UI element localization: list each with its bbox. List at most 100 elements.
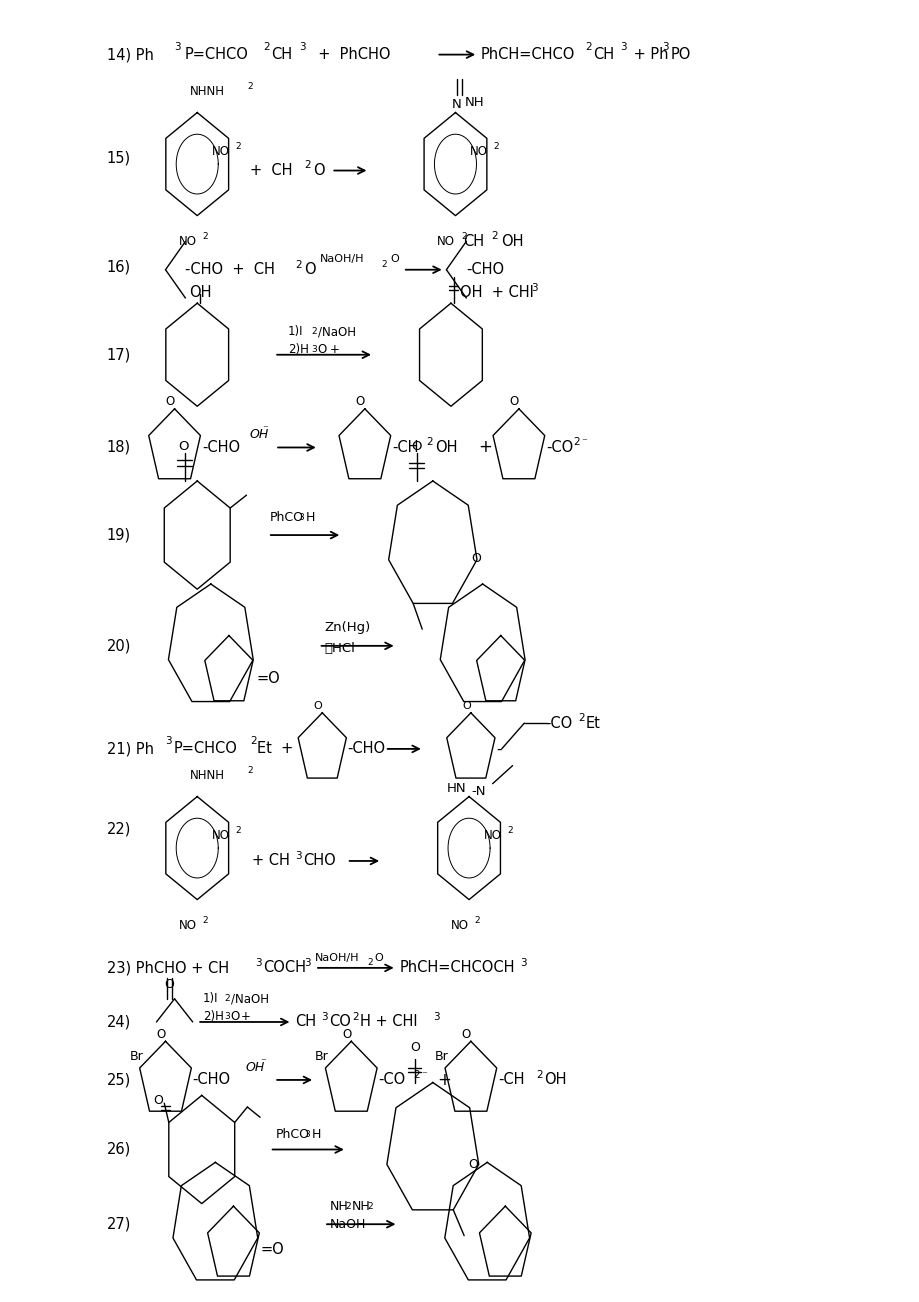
Text: /NaOH: /NaOH xyxy=(231,992,268,1005)
Text: O: O xyxy=(178,440,188,453)
Text: 2: 2 xyxy=(263,42,269,52)
Text: PO: PO xyxy=(670,47,691,62)
Text: PhCO: PhCO xyxy=(276,1128,310,1141)
Text: H: H xyxy=(311,1128,321,1141)
Text: -CHO: -CHO xyxy=(201,440,240,454)
Text: 3: 3 xyxy=(519,958,526,967)
Text: 3: 3 xyxy=(299,513,304,522)
Text: -CHO: -CHO xyxy=(466,262,504,277)
Text: O: O xyxy=(390,254,399,264)
Text: NO: NO xyxy=(450,919,469,932)
Text: O: O xyxy=(317,344,326,355)
Text: OH  + CHI: OH + CHI xyxy=(460,285,533,301)
Text: 2: 2 xyxy=(202,915,208,924)
Text: 2)H: 2)H xyxy=(202,1010,223,1023)
Text: NO: NO xyxy=(437,234,455,247)
Text: 2: 2 xyxy=(346,1202,351,1211)
Text: NO: NO xyxy=(179,919,197,932)
Text: O: O xyxy=(312,163,324,178)
Text: 3: 3 xyxy=(255,958,262,967)
Text: 2)H: 2)H xyxy=(288,344,309,355)
Text: 2: 2 xyxy=(247,767,253,775)
Text: 18): 18) xyxy=(107,440,130,454)
Text: 14) Ph: 14) Ph xyxy=(107,47,153,62)
Text: NO: NO xyxy=(211,145,230,158)
Text: ⁻: ⁻ xyxy=(260,1057,267,1066)
Text: +  PhCHO: + PhCHO xyxy=(309,47,390,62)
Text: Zn(Hg): Zn(Hg) xyxy=(323,621,370,634)
Text: 19): 19) xyxy=(107,527,130,543)
Text: ⁻: ⁻ xyxy=(581,437,586,448)
Text: O: O xyxy=(165,395,175,408)
Text: NH: NH xyxy=(329,1199,348,1212)
Text: Br: Br xyxy=(434,1051,448,1064)
Text: 2: 2 xyxy=(573,437,579,448)
Text: 3: 3 xyxy=(175,42,181,52)
Text: O: O xyxy=(231,1010,240,1023)
Text: ⁻: ⁻ xyxy=(421,1070,426,1079)
Text: 3: 3 xyxy=(432,1012,439,1022)
Text: N: N xyxy=(451,99,461,112)
Text: +: + xyxy=(241,1010,250,1023)
Text: -CO: -CO xyxy=(378,1073,405,1087)
Text: 17): 17) xyxy=(107,348,130,362)
Text: =O: =O xyxy=(260,1242,284,1258)
Text: 23) PhCHO + CH: 23) PhCHO + CH xyxy=(107,961,229,975)
Text: 20): 20) xyxy=(107,638,130,654)
Text: 2: 2 xyxy=(235,142,241,151)
Text: OH: OH xyxy=(544,1073,566,1087)
Text: 3: 3 xyxy=(662,42,668,52)
Text: O: O xyxy=(411,440,421,453)
Text: O: O xyxy=(461,702,471,711)
Text: O: O xyxy=(156,1029,165,1042)
Text: NaOH/H: NaOH/H xyxy=(319,254,364,264)
Text: -CH: -CH xyxy=(391,440,418,454)
Text: PhCH=CHCOCH: PhCH=CHCOCH xyxy=(399,961,515,975)
Text: +: + xyxy=(329,344,339,355)
Text: CO: CO xyxy=(329,1014,351,1030)
Text: 2: 2 xyxy=(250,736,256,746)
Text: OH: OH xyxy=(500,234,523,249)
Text: 24): 24) xyxy=(107,1014,130,1030)
Text: 2: 2 xyxy=(426,437,433,448)
Text: /NaOH: /NaOH xyxy=(317,326,356,339)
Text: =O: =O xyxy=(255,671,279,686)
Text: O: O xyxy=(471,552,481,565)
Text: 2: 2 xyxy=(235,825,241,835)
Text: 2: 2 xyxy=(474,915,480,924)
Text: CHO: CHO xyxy=(303,854,335,868)
Text: CH: CH xyxy=(462,234,483,249)
Text: 2: 2 xyxy=(506,825,512,835)
Text: NO: NO xyxy=(483,828,501,841)
Text: 3: 3 xyxy=(530,283,537,293)
Text: + CH: + CH xyxy=(251,854,289,868)
Text: NH: NH xyxy=(351,1199,369,1212)
Text: 2: 2 xyxy=(202,232,208,241)
Text: 2: 2 xyxy=(460,232,466,241)
Text: 3: 3 xyxy=(224,1013,230,1021)
Text: 1)I: 1)I xyxy=(202,992,218,1005)
Text: +: + xyxy=(437,1072,450,1088)
Text: NO: NO xyxy=(211,828,230,841)
Text: + Ph: + Ph xyxy=(628,47,667,62)
Text: O: O xyxy=(374,953,383,962)
Text: 21) Ph: 21) Ph xyxy=(107,741,153,756)
Text: 15): 15) xyxy=(107,150,130,165)
Text: Br: Br xyxy=(130,1051,142,1064)
Text: CH: CH xyxy=(271,47,292,62)
Text: 2: 2 xyxy=(577,713,584,723)
Text: 2: 2 xyxy=(247,82,253,91)
Text: O: O xyxy=(461,1029,471,1042)
Text: ⁻: ⁻ xyxy=(262,424,268,435)
Text: 2: 2 xyxy=(311,327,317,336)
Text: 3: 3 xyxy=(304,958,311,967)
Text: -CO: -CO xyxy=(545,716,572,730)
Text: 22): 22) xyxy=(107,822,130,836)
Text: PhCH=CHCO: PhCH=CHCO xyxy=(481,47,574,62)
Text: OH: OH xyxy=(434,440,457,454)
Text: O: O xyxy=(164,978,174,991)
Text: -N: -N xyxy=(471,785,486,798)
Text: 2: 2 xyxy=(491,232,498,241)
Text: 3: 3 xyxy=(295,850,301,861)
Text: 3: 3 xyxy=(311,345,317,354)
